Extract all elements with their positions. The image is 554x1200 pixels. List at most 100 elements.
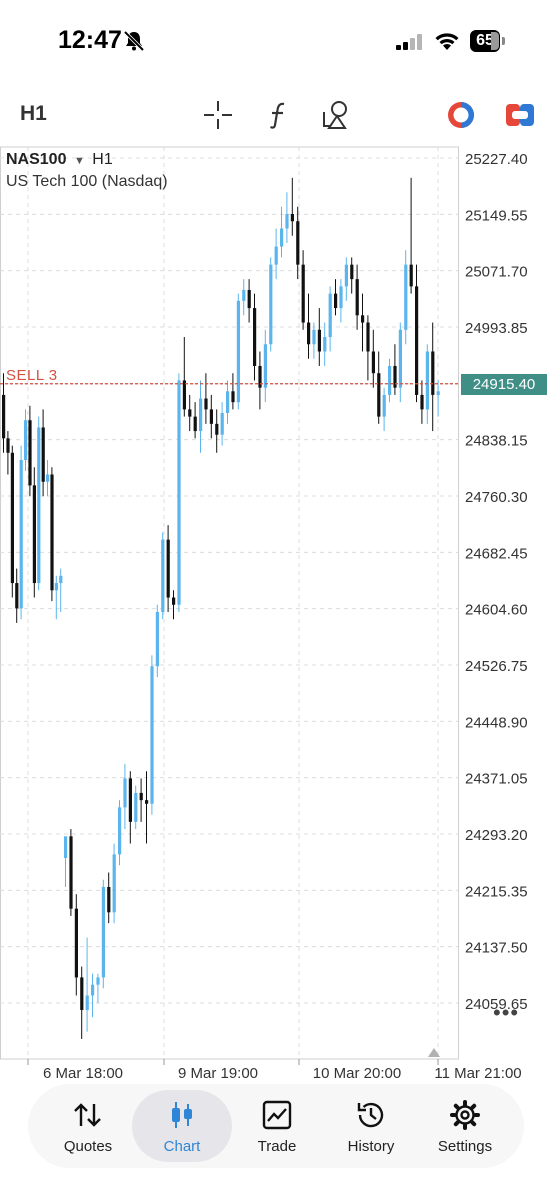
status-bar: 12:47 65 (0, 0, 554, 84)
candle-body (123, 778, 127, 808)
y-tick-label: 24448.90 (465, 714, 528, 731)
candle-body (371, 351, 375, 374)
candle-body (377, 373, 381, 417)
tab-trade-label: Trade (257, 1138, 297, 1155)
indicators-icon[interactable] (262, 98, 296, 132)
candle-body (328, 293, 332, 338)
candle-body (242, 289, 246, 301)
chart-shift-marker[interactable] (428, 1048, 440, 1057)
plot-frame (0, 146, 459, 1060)
x-tick-label: 11 Mar 21:00 (434, 1065, 521, 1082)
x-tick-label: 10 Mar 20:00 (313, 1065, 401, 1082)
candle-body (41, 427, 45, 482)
candle-body (425, 351, 429, 410)
tab-trade[interactable]: Trade (227, 1084, 327, 1168)
y-tick-label: 24682.45 (465, 545, 528, 562)
trade-panel-icon[interactable] (503, 98, 537, 132)
candle-body (37, 427, 41, 584)
candle-body (431, 351, 435, 395)
tab-history[interactable]: History (321, 1084, 421, 1168)
y-tick-label: 24526.75 (465, 658, 528, 675)
tab-chart-label: Chart (163, 1138, 201, 1155)
y-tick-label: 24838.15 (465, 433, 528, 450)
candle-body (128, 778, 132, 822)
candle-body (253, 308, 257, 366)
y-tick-label: 25149.55 (465, 207, 528, 224)
symbol-description: US Tech 100 (Nasdaq) (6, 173, 168, 190)
candle-body (118, 807, 122, 855)
candle-body (334, 293, 338, 309)
candle-body (247, 289, 251, 309)
candle-body (139, 792, 143, 801)
candle-body (155, 611, 159, 667)
y-tick-label: 24293.20 (465, 827, 528, 844)
price-chart[interactable]: 25227.40 25149.55 25071.70 24993.85 24838.15… (0, 0, 554, 1084)
tab-settings-label: Settings (437, 1138, 493, 1155)
symbol-header[interactable]: NAS100 ▼ H1 (6, 151, 113, 169)
candle-body (112, 854, 116, 913)
candle-body (193, 416, 197, 432)
candle-body (59, 575, 63, 584)
candle-body (46, 474, 50, 482)
candle-body (145, 800, 149, 804)
candle-body (64, 836, 68, 859)
wifi-icon (435, 33, 459, 50)
y-tick-label: 25071.70 (465, 264, 528, 281)
candle-body (280, 228, 284, 247)
candle-body (274, 246, 278, 265)
candle-body (215, 423, 219, 435)
crosshair-icon[interactable] (201, 98, 235, 132)
one-click-trading-icon[interactable] (444, 98, 478, 132)
candle-body (285, 214, 289, 229)
y-tick-label: 25227.40 (465, 151, 528, 168)
candle-body (398, 329, 402, 388)
candle-body (32, 485, 36, 584)
candle-body (172, 597, 176, 605)
candle-body (382, 394, 386, 417)
candle-body (96, 977, 100, 985)
sell-order-label[interactable]: SELL 3 (6, 367, 58, 384)
y-tick-label: 24993.85 (465, 320, 528, 337)
timeframe-button[interactable]: H1 (20, 102, 47, 125)
objects-icon[interactable] (318, 98, 352, 132)
candle-body (436, 391, 440, 395)
bottom-tab-bar: Quotes Chart Trade History (28, 1084, 524, 1168)
candle-body (344, 264, 348, 287)
candle-body (50, 474, 54, 591)
chart-toolbar: H1 (0, 92, 554, 138)
candle-body (323, 337, 327, 352)
candle-body (388, 365, 392, 395)
tab-chart[interactable]: Chart (132, 1090, 232, 1162)
y-tick-label: 24059.65 (465, 996, 528, 1013)
candle-body (258, 365, 262, 388)
candle-body (177, 380, 181, 605)
tab-quotes[interactable]: Quotes (38, 1084, 138, 1168)
more-icon[interactable]: ••• (493, 1000, 520, 1025)
y-tick-label: 24371.05 (465, 771, 528, 788)
candle-body (226, 391, 230, 414)
candle-body (19, 460, 23, 609)
candle-body (415, 286, 419, 395)
candle-body (166, 539, 170, 598)
tab-settings[interactable]: Settings (415, 1084, 515, 1168)
candle-body (366, 322, 370, 352)
tab-history-label: History (347, 1138, 395, 1155)
y-tick-label: 24604.60 (465, 602, 528, 619)
dropdown-arrow-icon: ▼ (73, 155, 85, 167)
candle-body (350, 264, 354, 280)
candle-body (54, 583, 58, 591)
symbol-name: NAS100 (6, 151, 67, 168)
tab-quotes-label: Quotes (63, 1138, 113, 1155)
candle-body (404, 264, 408, 330)
candle-body (150, 666, 154, 804)
battery-icon: 65 (470, 30, 506, 52)
candlestick-icon (172, 1102, 192, 1128)
candle-body (134, 792, 138, 822)
candle-body (69, 836, 73, 909)
candle-body (296, 221, 300, 265)
candle-body (393, 365, 397, 388)
x-tick-label: 6 Mar 18:00 (43, 1065, 123, 1082)
candle-body (361, 315, 365, 323)
candle-body (10, 452, 14, 584)
candle-body (355, 279, 359, 316)
